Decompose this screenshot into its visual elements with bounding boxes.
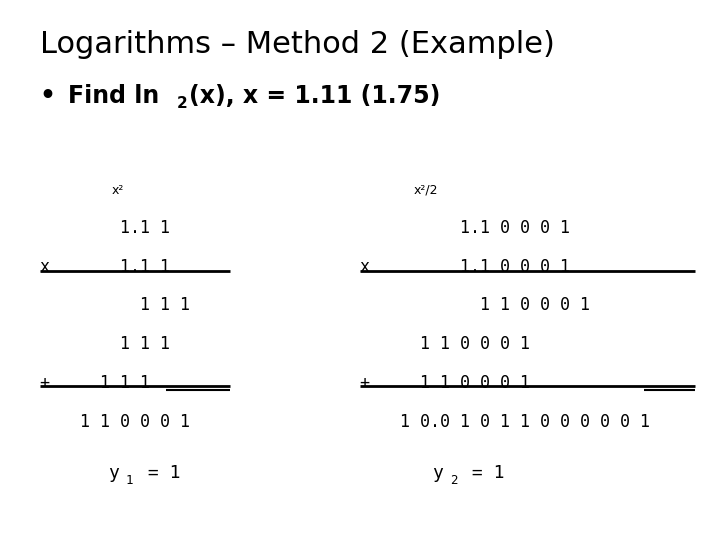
Text: 1.1 1: 1.1 1: [40, 219, 170, 237]
Text: 1 1 0 0 0 1: 1 1 0 0 0 1: [40, 413, 189, 431]
Text: x²/2: x²/2: [414, 184, 438, 197]
Text: 2: 2: [176, 96, 187, 111]
Text: Find ln: Find ln: [68, 84, 160, 107]
Text: 1 0.0 1 0 1 1 0 0 0 0 0 1: 1 0.0 1 0 1 1 0 0 0 0 0 1: [360, 413, 650, 431]
Text: 1 1 1: 1 1 1: [40, 335, 170, 353]
Text: = 1: = 1: [461, 464, 504, 482]
Text: 1 1 0 0 0 1: 1 1 0 0 0 1: [360, 335, 530, 353]
Text: 1 1 0 0 0 1: 1 1 0 0 0 1: [360, 296, 590, 314]
Text: •: •: [40, 84, 55, 107]
Text: +     1 1 1: + 1 1 1: [40, 374, 150, 392]
Text: +     1 1 0 0 0 1: + 1 1 0 0 0 1: [360, 374, 530, 392]
Text: x²: x²: [112, 184, 124, 197]
Text: Logarithms – Method 2 (Example): Logarithms – Method 2 (Example): [40, 30, 554, 59]
Text: 1 1 1: 1 1 1: [40, 296, 189, 314]
Text: x       1.1 1: x 1.1 1: [40, 258, 170, 275]
Text: 1: 1: [126, 474, 133, 487]
Text: (x), x = 1.11 (1.75): (x), x = 1.11 (1.75): [189, 84, 440, 107]
Text: 2: 2: [450, 474, 457, 487]
Text: = 1: = 1: [137, 464, 180, 482]
Text: x         1.1 0 0 0 1: x 1.1 0 0 0 1: [360, 258, 570, 275]
Text: 1.1 0 0 0 1: 1.1 0 0 0 1: [360, 219, 570, 237]
Text: y: y: [108, 464, 119, 482]
Text: y: y: [432, 464, 443, 482]
